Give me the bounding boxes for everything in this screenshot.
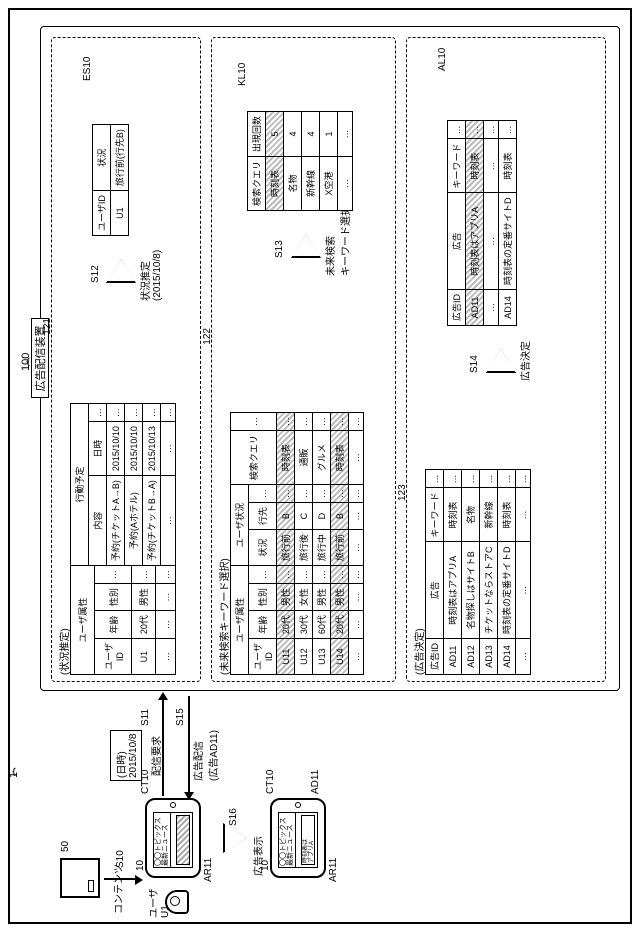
arrow-resp [184,792,194,800]
phone1-title: 〇〇トピックス 最新ニュース [154,813,171,867]
phone2-ad-slot: 時刻表は アプリA [301,815,315,865]
section2-num: 122 [202,328,213,345]
section2-table: ユーザ属性 ユーザ状況 検索クエリ … ユーザ ID年齢性別…状況行先… U11… [230,412,364,675]
table-row: 予約(Aホテル)2015/10/10… [125,404,143,566]
ad11-label-2: AD11 [310,770,321,794]
section3-al-table: 広告ID広告キーワード… AD11時刻表はアプリA時刻表……………AD14時刻表… [447,120,517,326]
table-row: AD11時刻表はアプリA時刻表… [444,470,462,675]
server-label: 50 [60,841,71,852]
table-row: 時刻表5 [266,111,284,210]
ar11-label-1: AR11 [203,858,214,882]
ad-delivery-label: 広告配信 (広告AD11) [190,730,220,781]
table-row: ……… [161,404,176,566]
s12-label: S12 [90,265,101,283]
s1-plan-title: 行動予定 [71,404,89,566]
delivery-request-label: 配信要求 [148,736,163,776]
table-row: ………… [156,566,176,675]
arrow-req [158,692,168,700]
table-row: U1120代男性…旅行前B…時刻表… [277,413,295,675]
arrow-s12 [107,259,135,281]
s2-c8: … [231,413,277,431]
s16-label: S16 [228,808,239,826]
s15-label: S15 [175,708,186,726]
table-row: 名物4 [284,111,302,210]
section1-num: 121 [42,318,53,335]
es10-label: ES10 [82,57,93,81]
table-row: ………… [484,121,499,326]
section1-es-table: ユーザID状況 U1旅行前(行先B) [92,124,129,236]
phone2-title: 〇〇トピックス 最新ニュース [279,813,296,867]
device-box: 広告配信装置 (状況推定) 121 ユーザ属性 ユーザ ID年齢性別… U120… [40,26,620,691]
future-search-label: 未来検索 キーワード選択 [322,206,352,276]
section3-num: 123 [397,484,408,501]
arrow-s16 [225,824,247,852]
table-row: 予約(チケットA→B)2015/10/10… [107,404,125,566]
s2-c7: 検索クエリ [231,431,277,485]
estimate-label: 状況推定 (2015/10/8) [137,250,163,301]
table-row: U1230代女性…旅行後C…通販… [295,413,313,675]
arrow-s14 [487,349,515,371]
section2: (未来検索キーワード選択) 122 ユーザ属性 ユーザ状況 検索クエリ … ユー… [211,37,396,682]
phone-label-2: 10 [260,860,271,871]
phone2-ad-text: 時刻表は アプリA [302,816,316,864]
server-icon [60,858,100,898]
table-row: ………… [516,470,531,675]
section1-plan-table: 行動予定 内容日時… 予約(チケットA→B)2015/10/10…予約(Aホテル… [70,403,176,566]
s11-label: S11 [140,709,151,726]
arrow-s10 [135,875,143,885]
table-row: U120代男性… [132,566,156,675]
s1-attr-title: ユーザ属性 [71,566,95,675]
phone-2: 〇〇トピックス 最新ニュース 時刻表は アプリA [270,798,326,878]
table-row: 予約(チケットB→A)2015/10/13… [143,404,161,566]
table-row: ……………………… [349,413,364,675]
section1: (状況推定) 121 ユーザ属性 ユーザ ID年齢性別… U120代男性…………… [51,37,201,682]
label-system: 1 [8,772,20,778]
s14-label: S14 [469,355,480,373]
table-row: X空港1 [320,111,338,210]
section3-table: 広告ID広告キーワード… AD11時刻表はアプリA時刻表…AD12名物探しはサイ… [425,469,531,675]
ct10-label-2: CT10 [265,770,276,794]
table-row: U1420代男性…旅行前B…時刻表… [331,413,349,675]
section3: (広告決定) 123 広告ID広告キーワード… AD11時刻表はアプリA時刻表…… [406,37,606,682]
table-row: AD13チケットならストアC新幹線… [480,470,498,675]
table-row: 新幹線4 [302,111,320,210]
phone2-home [295,802,301,808]
phone1-ad-slot [176,815,190,865]
phone1-home [170,802,176,808]
section2-kl-table: 検索クエリ出現回数 時刻表5名物4新幹線4X空港1…… [247,111,353,211]
table-row: AD14時刻表の定番サイトD時刻表… [499,121,517,326]
s2-g1: ユーザ属性 [231,566,249,675]
phone-1: 〇〇トピックス 最新ニュース [145,798,201,878]
arrow-s13 [292,234,320,256]
al10-label: AL10 [437,48,448,71]
s13-label: S13 [274,240,285,258]
table-row: U1旅行前(行先B) [111,125,129,236]
diagram-content: ⏞ 1 ⏞ 100 50 S10 コンテンツ ユーザ U1 〇〇トピックス 最新… [10,10,634,926]
diagram-frame: ⏞ 1 ⏞ 100 50 S10 コンテンツ ユーザ U1 〇〇トピックス 最新… [8,8,632,924]
kl10-label: KL10 [237,63,248,86]
ar11-label-2: AR11 [328,858,339,882]
s2-g2: ユーザ状況 [231,485,249,566]
s11-sub: (日時) 2015/10/8 [110,731,142,782]
table-row: U1360代男性…旅行中D…グルメ… [313,413,331,675]
table-row: AD11時刻表はアプリA時刻表… [466,121,484,326]
content-label: コンテンツ [110,864,125,914]
user-label: ユーザ U1 [145,888,171,918]
table-row: …… [338,111,353,210]
table-row: AD12名物探しはサイトB名物… [462,470,480,675]
phone-label-1: 10 [135,860,146,871]
section1-attr-table: ユーザ属性 ユーザ ID年齢性別… U120代男性…………… [70,565,176,675]
table-row: AD14時刻表の定番サイトD時刻表… [498,470,516,675]
ad-decision-label: 広告決定 [517,341,532,381]
